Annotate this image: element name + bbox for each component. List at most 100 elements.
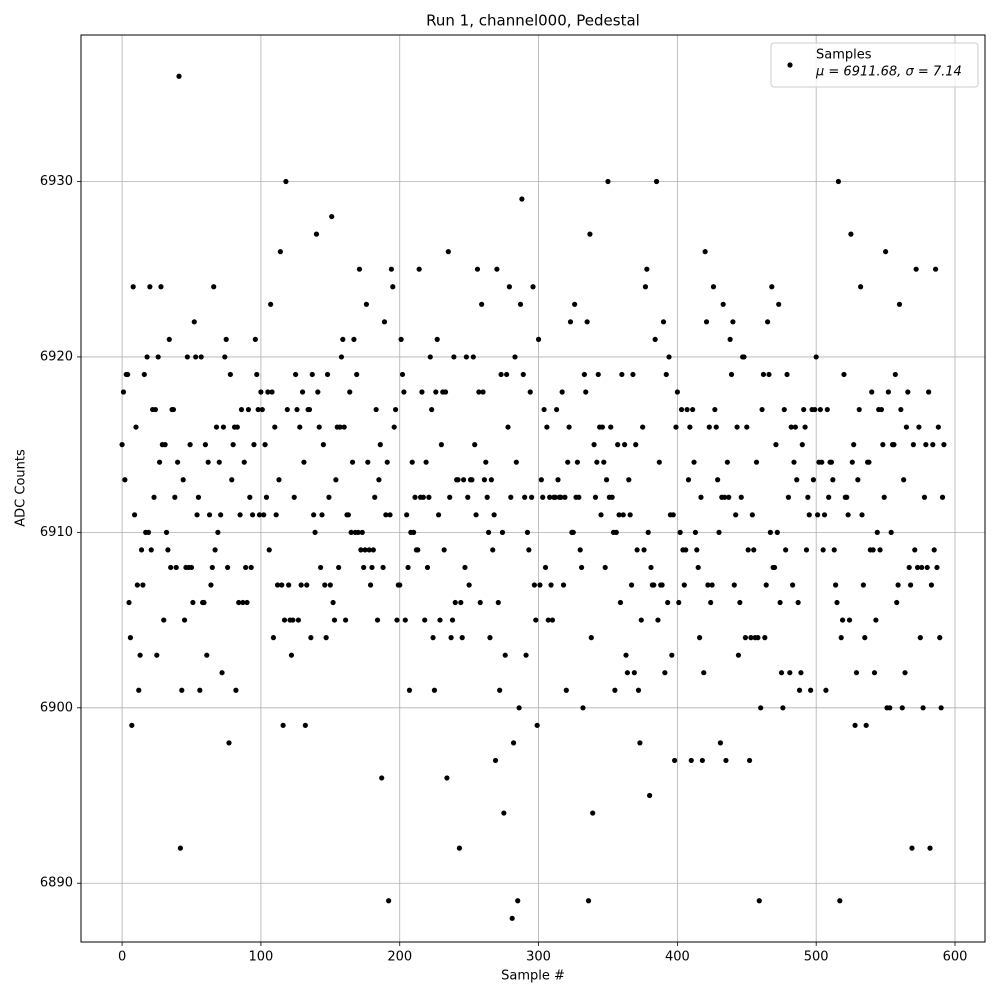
point [366,547,372,553]
point [887,705,893,711]
point [411,529,417,535]
point [530,284,536,290]
point [647,792,653,799]
point [572,301,578,307]
point [928,582,935,588]
y-axis-label: ADC Counts [14,449,29,527]
point [814,512,821,518]
point [666,354,672,360]
point [926,389,932,395]
point [219,670,225,676]
point [623,652,629,658]
point [526,547,532,553]
point [276,477,282,483]
x-tick-label: 600 [943,950,968,965]
point [126,599,132,606]
point [533,617,539,623]
point [791,459,797,465]
point [510,740,517,746]
x-tick-label: 400 [665,950,690,965]
point [535,336,542,342]
point [698,494,704,500]
point [311,512,317,518]
point [193,354,199,360]
point [318,564,324,571]
y-tick-label: 6890 [40,876,73,891]
point [216,459,222,465]
point [465,494,471,500]
point [144,354,150,360]
point [175,459,181,465]
point [266,547,272,553]
point [523,652,529,658]
point [484,494,490,500]
point [431,687,438,693]
point [562,494,568,500]
point [663,371,669,378]
point [179,687,185,693]
point [803,547,810,553]
point [147,284,153,290]
point [852,722,858,728]
point [406,687,413,693]
point [458,599,464,606]
point [923,442,929,448]
point [892,371,898,378]
point [669,652,675,658]
point [337,424,343,430]
point [932,266,939,272]
point [891,442,897,448]
point [671,757,678,764]
point [585,898,592,904]
point [448,635,454,641]
point [913,266,919,272]
point [630,371,636,378]
point [319,512,325,518]
point [853,670,860,676]
point [405,564,411,571]
point [402,617,408,623]
point [442,389,449,395]
point [574,459,581,465]
point [485,529,492,535]
point [392,406,399,413]
point [280,722,286,728]
legend-note: μ = 6911.68, σ = 7.14 [815,65,962,80]
point [498,371,504,378]
point [373,406,379,413]
point [627,512,633,518]
point [520,371,526,378]
point [631,670,637,676]
point [566,424,572,430]
point [588,635,594,641]
point [937,635,943,641]
point [197,687,203,693]
point [941,442,947,448]
point [444,775,450,781]
point [652,336,658,342]
point [294,406,300,413]
point [517,301,524,307]
x-tick-label: 100 [248,950,273,965]
point [699,757,705,764]
point [298,582,304,588]
point [895,582,901,588]
point [845,512,851,518]
point [323,635,329,641]
point [819,459,825,465]
point [727,336,733,342]
point [333,477,339,483]
point [863,722,869,728]
point [491,512,497,518]
point [653,178,660,185]
point [148,547,154,553]
point [935,424,941,430]
point [379,775,385,781]
plot-frame [80,34,986,943]
point [651,582,657,588]
point [901,477,907,483]
point [742,635,748,641]
point [320,442,326,448]
point [881,494,887,500]
point [509,915,515,921]
